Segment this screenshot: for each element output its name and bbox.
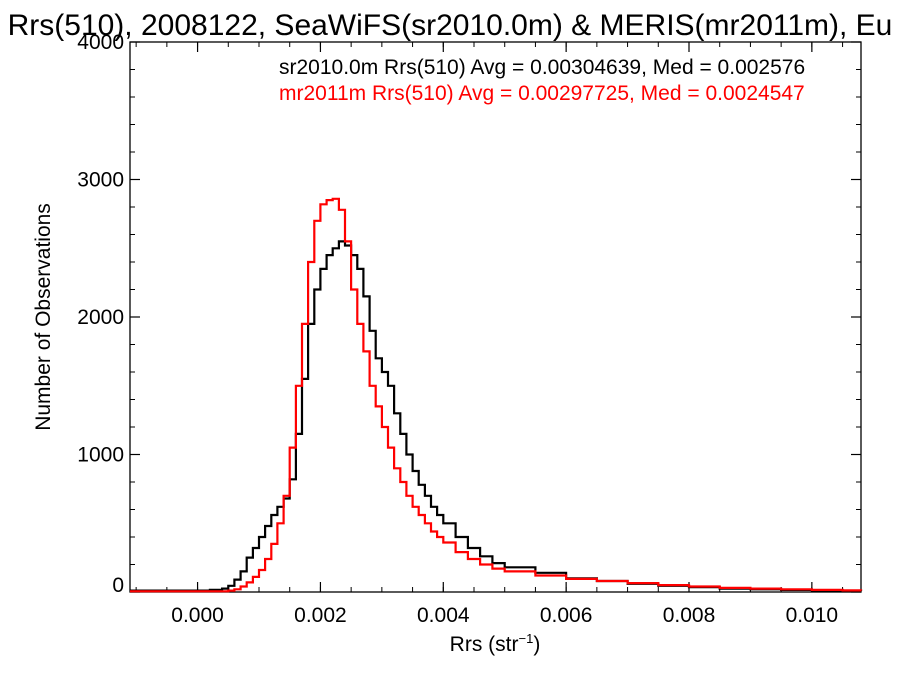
chart-title: Rrs(510), 2008122, SeaWiFS(sr2010.0m) & … [8, 9, 893, 42]
y-axis-label: Number of Observations [32, 203, 55, 431]
plot-frame [129, 41, 862, 593]
y-tick-label: 4000 [77, 31, 124, 54]
x-axis-label: Rrs (str−1) [450, 631, 541, 656]
x-tick-label: 0.006 [540, 604, 593, 627]
series-line-red [130, 197, 863, 593]
x-axis-label-superscript: −1 [519, 631, 534, 646]
x-tick-label: 0.004 [417, 604, 470, 627]
y-axis: 0 1000 2000 3000 4000 [77, 31, 861, 597]
x-tick-label: 0.000 [171, 604, 224, 627]
y-tick-label: 2000 [77, 306, 124, 329]
legend-line-black: sr2010.0m Rrs(510) Avg = 0.00304639, Med… [279, 56, 805, 79]
x-tick-label: 0.010 [786, 604, 839, 627]
x-tick-label: 0.008 [663, 604, 716, 627]
series-line-black [130, 240, 863, 592]
y-tick-label: 1000 [77, 444, 124, 467]
legend-line-red: mr2011m Rrs(510) Avg = 0.00297725, Med =… [279, 82, 805, 105]
x-axis-label-main: Rrs (str [450, 633, 519, 656]
x-tick-label: 0.002 [294, 604, 347, 627]
x-axis: 0.000 0.002 0.004 0.006 0.008 0.010 [135, 42, 844, 627]
y-tick-label: 0 [112, 574, 124, 597]
x-axis-label-close: ) [533, 633, 540, 656]
series-layer [130, 197, 863, 593]
y-tick-label: 3000 [77, 169, 124, 192]
